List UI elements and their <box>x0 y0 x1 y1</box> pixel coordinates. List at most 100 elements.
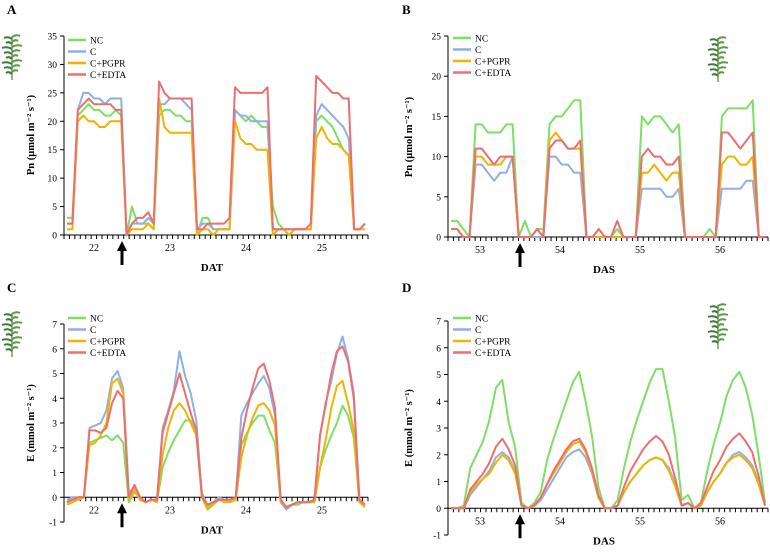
arrow-head <box>117 241 127 251</box>
legend-label: C <box>475 326 481 336</box>
x-tick-label: 54 <box>555 516 565 527</box>
plant-leaf <box>711 310 719 314</box>
plant-leaf <box>5 71 13 75</box>
y-tick-label: 3 <box>436 425 441 435</box>
series-line-c <box>67 91 366 236</box>
arrow-head <box>515 514 525 525</box>
plant-leaf <box>3 328 13 332</box>
y-tick-label: 2 <box>436 451 441 461</box>
legend-label: NC <box>90 315 103 325</box>
plant-leaf <box>11 316 19 320</box>
y-tick-label: 0 <box>52 232 57 242</box>
y-tick-label: 20 <box>48 118 58 128</box>
plant-leaf <box>707 63 719 67</box>
plant-leaf <box>717 338 725 342</box>
y-tick-label: 2 <box>52 444 57 454</box>
plant-icon <box>707 303 729 349</box>
y-tick-label: 1 <box>52 469 57 479</box>
plant-leaf <box>11 346 19 350</box>
y-tick-label: 7 <box>436 318 441 328</box>
y-tick-label: 25 <box>432 33 442 43</box>
legend-label: C+PGPR <box>475 58 511 68</box>
y-axis-label: Pn (µmol m⁻² s⁻¹) <box>404 96 415 177</box>
plant-leaf <box>707 315 719 319</box>
series-line-edta <box>67 74 366 236</box>
y-tick-label: 10 <box>432 153 442 163</box>
plant-leaf <box>11 44 23 48</box>
plant-leaf <box>709 38 719 42</box>
y-tick-label: 30 <box>48 61 58 71</box>
series-line-c <box>66 335 366 511</box>
x-tick-label: 56 <box>715 516 725 527</box>
plant-leaf <box>11 54 19 58</box>
legend-label: C <box>90 48 96 58</box>
series-line-edta <box>451 432 766 510</box>
legend-label: C+PGPR <box>475 338 511 348</box>
panel-label: C <box>7 280 16 295</box>
arrow-head <box>515 243 525 253</box>
series-line-nc <box>451 368 766 510</box>
series-line-c <box>451 448 766 510</box>
y-tick-label: 1 <box>436 478 441 488</box>
legend-label: C+PGPR <box>90 60 126 70</box>
y-axis-label: E (mmol m⁻² s⁻¹) <box>26 384 37 462</box>
series-line-edta <box>451 131 765 238</box>
plant-leaf <box>11 326 21 330</box>
x-tick-label: 23 <box>165 505 175 516</box>
y-tick-label: -1 <box>433 532 441 542</box>
series-line-pgpr <box>451 440 766 510</box>
plant-leaf <box>717 61 729 65</box>
x-tick-label: 23 <box>165 243 175 254</box>
plant-leaf <box>3 343 13 347</box>
y-tick-label: 4 <box>436 398 441 408</box>
plant-leaf <box>11 59 23 63</box>
y-tick-label: 25 <box>48 89 58 99</box>
plant-leaf <box>711 58 719 62</box>
legend-label: NC <box>475 315 488 325</box>
x-tick-label: 55 <box>635 245 645 256</box>
y-tick-label: 15 <box>48 146 58 156</box>
plant-leaf <box>1 323 13 327</box>
x-tick-label: 56 <box>715 245 725 256</box>
plant-leaf <box>717 323 725 327</box>
chart-panel-B: B 0 5 10 15 20 25 Pn (µmol m⁻² s⁻¹) 53 54 55 56 DAS N… <box>402 2 769 276</box>
y-tick-label: 7 <box>52 321 57 331</box>
x-tick-label: 53 <box>475 245 485 256</box>
plant-leaf <box>11 321 23 325</box>
x-tick-label: 24 <box>241 505 251 516</box>
x-tick-label: 55 <box>635 516 645 527</box>
plant-leaf <box>709 68 719 72</box>
plant-leaf <box>11 34 21 38</box>
x-tick-label: 25 <box>317 505 327 516</box>
plant-leaf <box>717 333 727 337</box>
series-line-pgpr <box>66 377 366 511</box>
plant-leaf <box>1 61 13 65</box>
y-tick-label: 4 <box>52 395 57 405</box>
panel-label: B <box>402 2 411 17</box>
y-tick-label: 3 <box>52 420 57 430</box>
y-tick-label: 0 <box>52 494 57 504</box>
plant-leaf <box>717 66 727 70</box>
series-line-edta <box>66 345 366 509</box>
legend-label: C <box>475 46 481 56</box>
plant-leaf <box>5 333 13 337</box>
legend-label: C+EDTA <box>90 349 126 359</box>
y-tick-label: 35 <box>48 33 58 43</box>
plant-leaf <box>5 41 13 45</box>
plant-leaf <box>1 46 13 50</box>
y-tick-label: 5 <box>52 203 57 213</box>
plant-leaf <box>5 318 13 322</box>
plant-leaf <box>11 331 19 335</box>
legend-label: NC <box>90 37 103 47</box>
series-line-pgpr <box>67 97 365 236</box>
plant-leaf <box>707 48 719 52</box>
x-tick-label: 22 <box>89 505 99 516</box>
plant-leaf <box>709 320 719 324</box>
panel-label: A <box>7 2 17 17</box>
plant-leaf <box>11 341 21 345</box>
plant-leaf <box>717 318 727 322</box>
plant-leaf <box>709 335 719 339</box>
